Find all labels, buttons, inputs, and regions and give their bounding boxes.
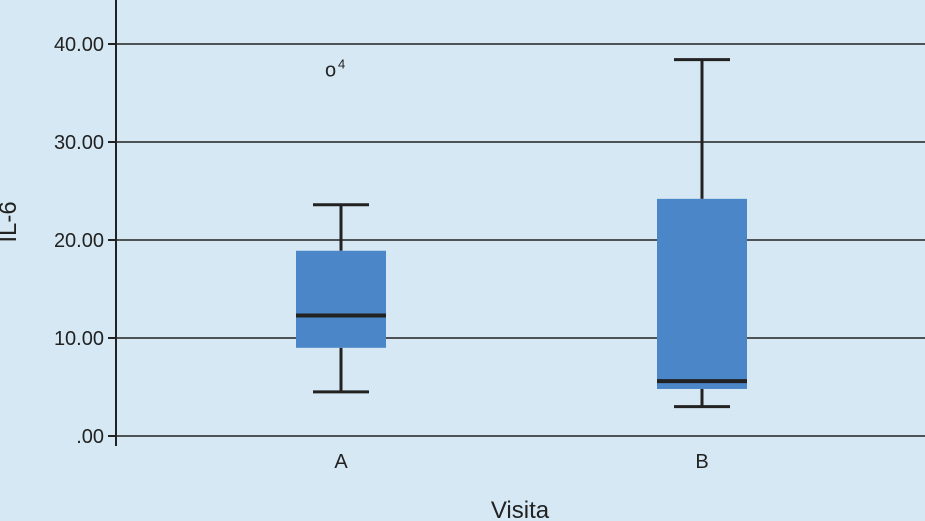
x-axis-title: Visita <box>491 497 550 521</box>
box-B <box>657 58 747 409</box>
x-category-label: A <box>334 451 348 473</box>
iqr-box <box>657 198 747 389</box>
y-tick-label: 10.00 <box>54 328 104 350</box>
outlier-marker: o <box>325 59 336 81</box>
y-tick-label: 20.00 <box>54 230 104 252</box>
iqr-box <box>296 250 386 348</box>
y-tick-label: 40.00 <box>54 34 104 56</box>
outlier-case-label: 4 <box>338 56 345 71</box>
y-axis: .00 10.00 20.00 30.00 40.00 <box>54 0 117 448</box>
grid-lines <box>116 43 925 437</box>
y-tick-label: .00 <box>76 426 104 448</box>
x-category-label: B <box>695 451 708 473</box>
y-axis-title: IL-6 <box>0 201 22 242</box>
y-tick-label: 30.00 <box>54 132 104 154</box>
